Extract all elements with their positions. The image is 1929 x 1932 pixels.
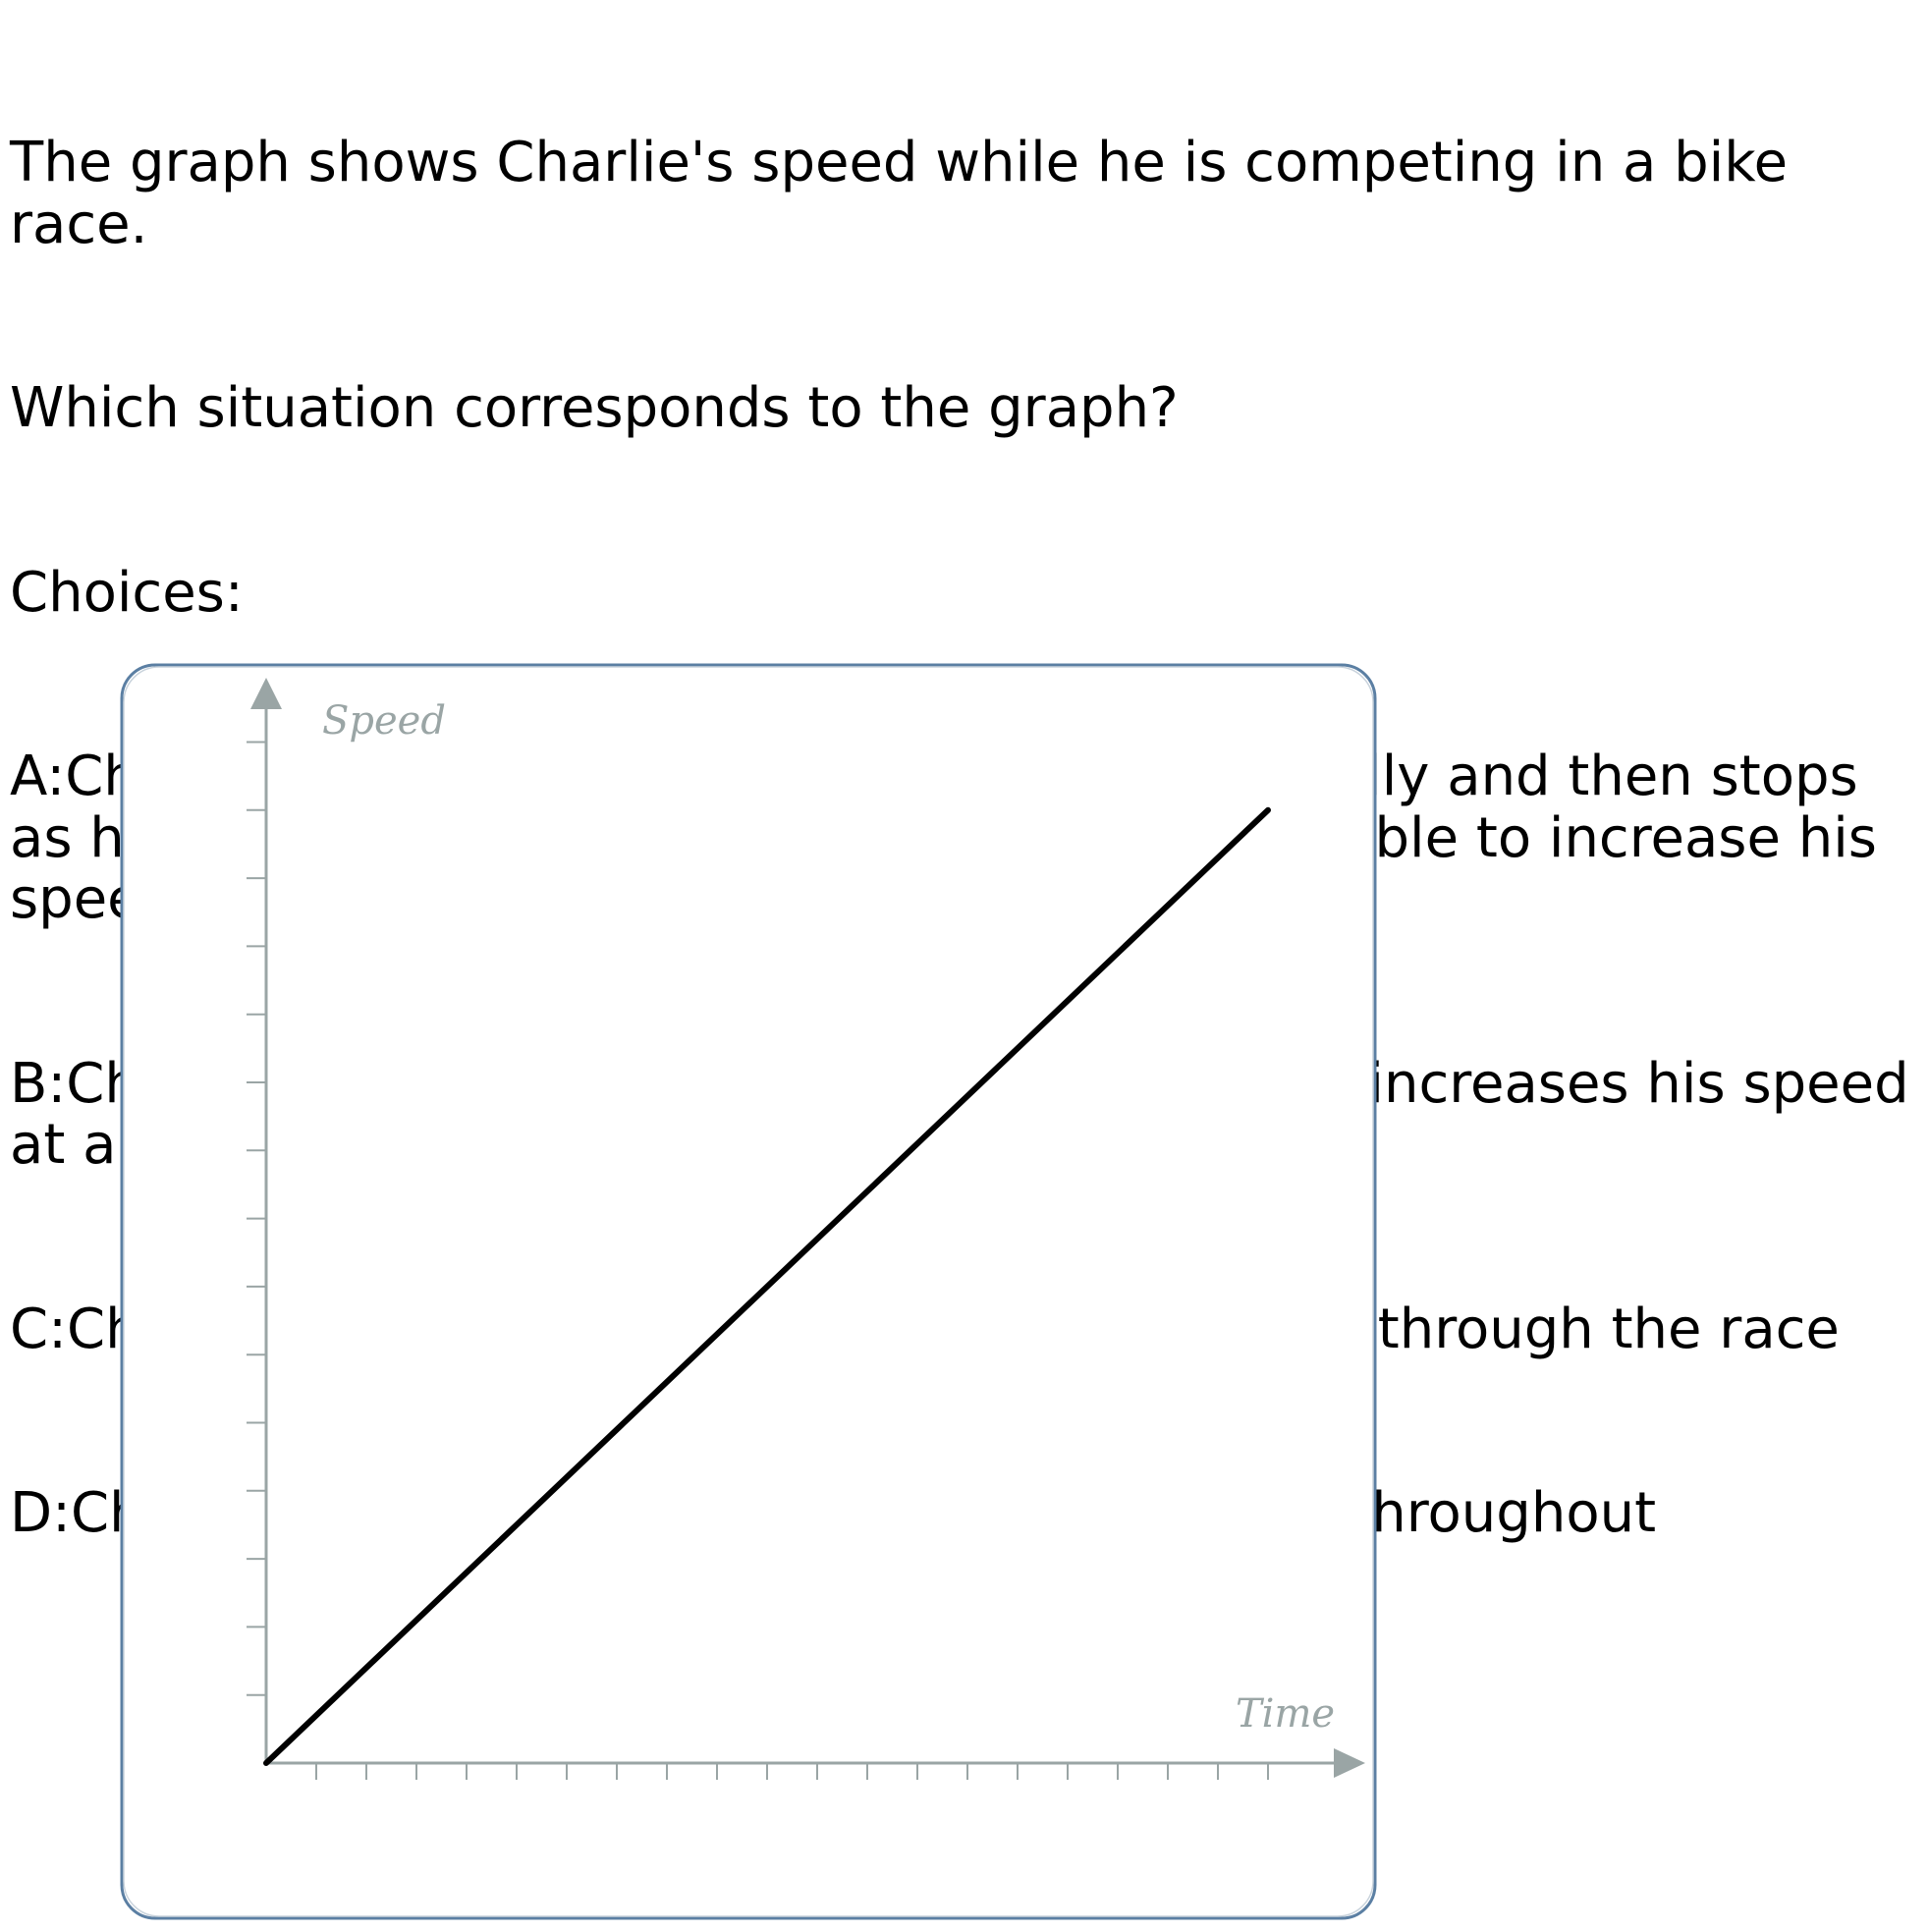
chart-frame: Speed Time [120, 663, 1377, 1920]
x-axis-arrow-icon [1334, 1748, 1365, 1778]
axes [250, 678, 1365, 1778]
ticks [247, 741, 1269, 1780]
chart-border [120, 663, 1377, 1920]
choices-header: Choices: [10, 560, 244, 625]
chart-border-inner [123, 666, 1374, 1917]
chart-svg: Speed Time [120, 663, 1377, 1920]
question-text: The graph shows Charlie's speed while he… [10, 131, 1805, 256]
series-line [263, 806, 1271, 1766]
x-axis-label: Time [1236, 1691, 1335, 1737]
y-axis-label: Speed [322, 698, 446, 744]
y-axis-arrow-icon [250, 678, 282, 709]
series-layer [263, 806, 1271, 1766]
question-prompt: Which situation corresponds to the graph… [10, 376, 1179, 440]
